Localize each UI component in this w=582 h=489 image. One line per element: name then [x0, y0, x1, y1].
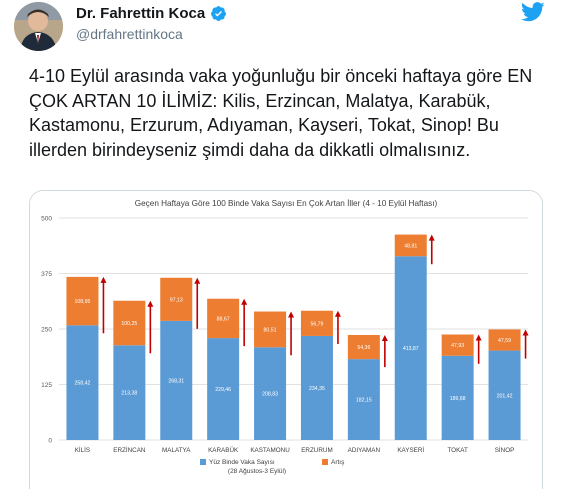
bar-increase	[160, 277, 193, 321]
data-label-increase: 47,59	[498, 338, 511, 344]
x-tick-label: KASTAMONU	[250, 447, 290, 454]
data-label-base: 182,15	[356, 398, 372, 404]
bar-increase	[488, 329, 521, 351]
x-tick-label: ERZİNCAN	[113, 445, 146, 454]
y-tick-label: 0	[48, 438, 52, 445]
increase-arrow-head	[241, 298, 248, 305]
data-label-increase: 100,25	[121, 321, 137, 327]
bar-base	[160, 320, 193, 440]
bar-base	[207, 338, 240, 440]
avatar-image	[14, 2, 63, 51]
y-tick-label: 125	[41, 382, 52, 389]
data-label-increase: 80,51	[264, 327, 277, 333]
author-handle[interactable]: @drfahrettinkoca	[76, 26, 183, 42]
x-tick-label: KARABÜK	[208, 446, 239, 454]
increase-arrow-head	[288, 311, 295, 318]
bar-increase	[113, 300, 146, 346]
bar-increase	[394, 234, 427, 257]
data-label-base: 189,68	[450, 396, 466, 402]
author-avatar[interactable]	[14, 2, 63, 51]
x-tick-label: ADIYAMAN	[348, 447, 381, 454]
data-label-increase: 54,36	[357, 345, 370, 351]
tweet-text: 4-10 Eylül arasında vaka yoğunluğu bir ö…	[29, 66, 533, 160]
legend-label-increase: Artış	[331, 459, 345, 466]
x-tick-label: TOKAT	[447, 447, 468, 454]
increase-arrow-head	[475, 334, 482, 341]
y-tick-label: 375	[41, 271, 52, 278]
data-label-increase: 88,67	[217, 316, 230, 322]
legend-label-base: Yüz Binde Vaka Sayısı	[209, 459, 275, 466]
x-tick-label: KAYSERİ	[397, 445, 424, 454]
data-label-base: 213,38	[121, 391, 137, 397]
increase-arrow-head	[194, 277, 201, 284]
increase-arrow-head	[147, 300, 154, 307]
twitter-bird-icon[interactable]	[521, 1, 545, 23]
data-label-base: 234,35	[309, 386, 325, 392]
bar-increase	[66, 276, 99, 326]
legend-swatch-increase	[322, 459, 328, 465]
x-tick-label: KİLİS	[75, 445, 90, 454]
author-name-row: Dr. Fahrettin Koca	[76, 5, 227, 22]
data-label-base: 229,46	[215, 387, 231, 393]
bar-chart: Geçen Haftaya Göre 100 Binde Vaka Sayısı…	[30, 191, 542, 489]
bar-base	[347, 359, 380, 440]
increase-arrow-head	[334, 310, 341, 317]
legend-note: (28 Ağustos-3 Eylül)	[228, 468, 286, 475]
y-tick-label: 250	[41, 327, 52, 334]
data-label-increase: 48,81	[404, 243, 417, 249]
bar-increase	[207, 298, 240, 339]
bar-base	[66, 325, 99, 440]
data-label-base: 201,42	[497, 393, 513, 399]
tweet-media-image[interactable]: Geçen Haftaya Göre 100 Binde Vaka Sayısı…	[29, 190, 543, 489]
data-label-increase: 108,95	[75, 299, 91, 305]
x-tick-label: ERZURUM	[301, 447, 332, 454]
data-label-base: 268,31	[168, 378, 184, 384]
data-label-base: 258,42	[75, 381, 91, 387]
increase-arrow-head	[428, 234, 435, 241]
x-tick-label: SİNOP	[495, 445, 515, 454]
increase-arrow-head	[381, 334, 388, 341]
x-tick-label: MALATYA	[162, 447, 191, 454]
increase-arrow-head	[522, 329, 529, 336]
increase-arrow-head	[100, 276, 107, 283]
bar-base	[488, 350, 521, 440]
bar-increase	[300, 310, 333, 336]
bar-base	[254, 347, 287, 440]
bar-base	[441, 355, 474, 440]
data-label-base: 413,87	[403, 346, 419, 352]
data-label-base: 208,83	[262, 392, 278, 398]
bar-increase	[441, 334, 474, 356]
chart-title: Geçen Haftaya Göre 100 Binde Vaka Sayısı…	[135, 198, 438, 208]
bar-increase	[254, 311, 287, 348]
data-label-increase: 97,13	[170, 297, 183, 303]
data-label-increase: 47,93	[451, 343, 464, 349]
legend-swatch-base	[200, 459, 206, 465]
y-tick-label: 500	[41, 216, 52, 223]
bar-base	[394, 256, 427, 440]
bar-increase	[347, 334, 380, 360]
bar-base	[300, 335, 333, 440]
verified-badge-icon	[211, 6, 227, 21]
bar-base	[113, 345, 146, 440]
data-label-increase: 56,79	[310, 321, 323, 327]
author-name[interactable]: Dr. Fahrettin Koca	[76, 5, 206, 22]
